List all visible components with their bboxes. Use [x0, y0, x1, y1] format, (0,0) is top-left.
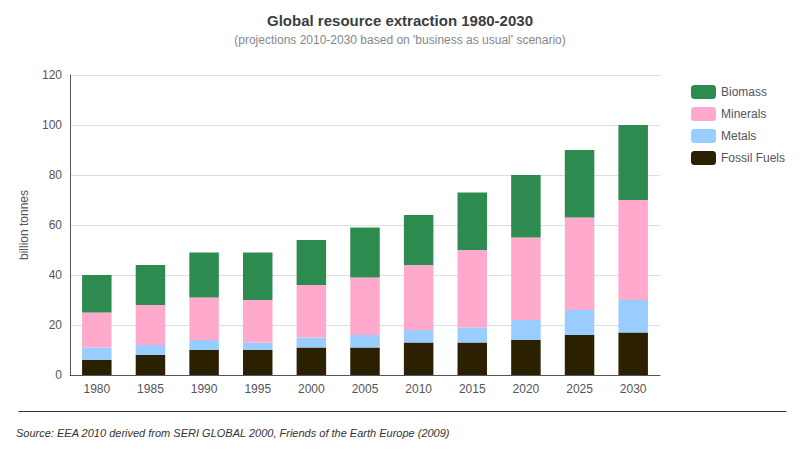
svg-text:Source: EEA 2010 derived from: Source: EEA 2010 derived from SERI GLOBA…	[16, 427, 450, 439]
svg-text:2025: 2025	[566, 382, 593, 396]
svg-text:2010: 2010	[405, 382, 432, 396]
svg-text:1990: 1990	[191, 382, 218, 396]
svg-text:1980: 1980	[83, 382, 110, 396]
svg-text:1985: 1985	[137, 382, 164, 396]
svg-text:Fossil Fuels: Fossil Fuels	[721, 151, 785, 165]
svg-text:2005: 2005	[352, 382, 379, 396]
svg-text:2030: 2030	[620, 382, 647, 396]
svg-text:Biomass: Biomass	[721, 85, 767, 99]
svg-text:20: 20	[49, 318, 63, 332]
svg-text:80: 80	[49, 168, 63, 182]
svg-text:Minerals: Minerals	[721, 107, 766, 121]
svg-text:0: 0	[55, 368, 62, 382]
svg-text:1995: 1995	[244, 382, 271, 396]
svg-text:2015: 2015	[459, 382, 486, 396]
svg-text:billion tonnes: billion tonnes	[17, 190, 31, 260]
svg-text:100: 100	[42, 118, 62, 132]
svg-text:Metals: Metals	[721, 129, 756, 143]
svg-text:2020: 2020	[513, 382, 540, 396]
svg-text:(projections 2010-2030 based o: (projections 2010-2030 based on 'busines…	[234, 33, 565, 47]
svg-text:2000: 2000	[298, 382, 325, 396]
svg-text:120: 120	[42, 68, 62, 82]
svg-text:40: 40	[49, 268, 63, 282]
svg-text:Global resource extraction 198: Global resource extraction 1980-2030	[267, 12, 533, 29]
svg-text:60: 60	[49, 218, 63, 232]
